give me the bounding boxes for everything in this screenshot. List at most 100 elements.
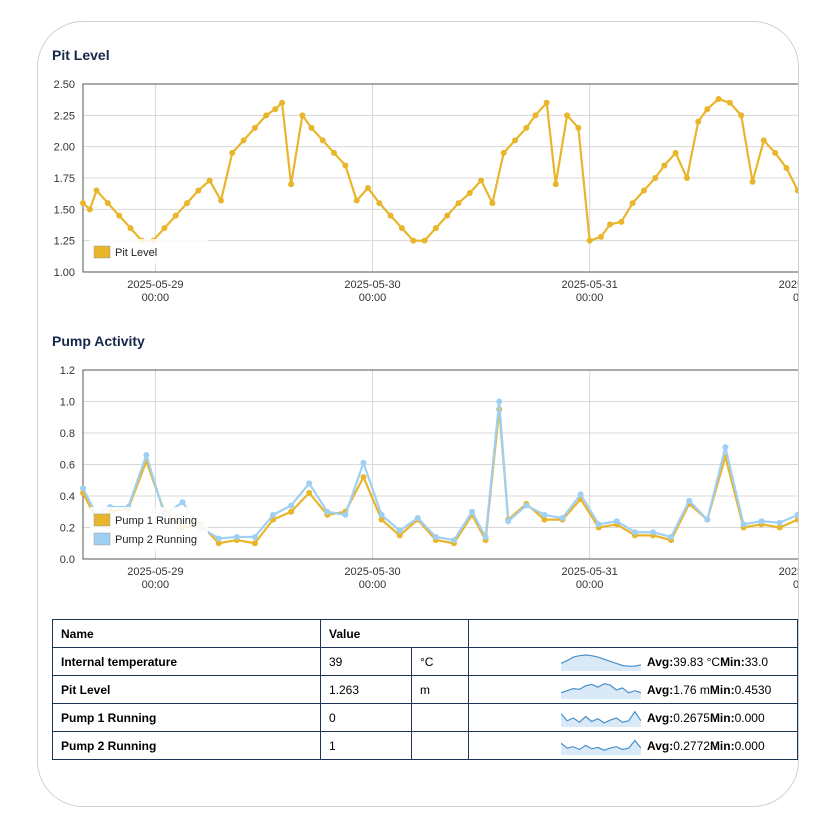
data-point[interactable] xyxy=(776,519,783,526)
data-point[interactable] xyxy=(378,511,385,518)
data-point[interactable] xyxy=(672,149,679,156)
data-point[interactable] xyxy=(466,190,473,197)
data-point[interactable] xyxy=(586,237,593,244)
data-point[interactable] xyxy=(541,516,548,523)
data-point[interactable] xyxy=(597,233,604,240)
data-point[interactable] xyxy=(93,187,100,194)
data-point[interactable] xyxy=(324,508,331,515)
data-point[interactable] xyxy=(104,200,111,207)
data-point[interactable] xyxy=(396,527,403,534)
data-point[interactable] xyxy=(251,533,258,540)
data-point[interactable] xyxy=(552,181,559,188)
data-point[interactable] xyxy=(523,502,530,509)
data-point[interactable] xyxy=(432,533,439,540)
data-point[interactable] xyxy=(179,499,186,506)
data-point[interactable] xyxy=(559,515,566,522)
data-point[interactable] xyxy=(233,533,240,540)
data-point[interactable] xyxy=(398,225,405,232)
data-point[interactable] xyxy=(722,444,729,451)
data-point[interactable] xyxy=(695,118,702,125)
data-point[interactable] xyxy=(455,200,462,207)
data-point[interactable] xyxy=(505,518,512,525)
data-point[interactable] xyxy=(489,200,496,207)
data-point[interactable] xyxy=(215,540,222,547)
data-point[interactable] xyxy=(410,237,417,244)
data-point[interactable] xyxy=(365,185,371,192)
data-point[interactable] xyxy=(215,535,222,542)
data-point[interactable] xyxy=(86,206,93,213)
data-point[interactable] xyxy=(342,511,349,518)
data-point[interactable] xyxy=(668,533,675,540)
data-point[interactable] xyxy=(414,515,421,522)
data-point[interactable] xyxy=(683,175,690,181)
data-point[interactable] xyxy=(794,511,799,518)
data-point[interactable] xyxy=(288,181,295,188)
data-point[interactable] xyxy=(308,124,315,131)
table-row[interactable]: Pump 2 Running 1 Avg: 0.2772 Min: 0.000 xyxy=(52,731,798,760)
data-point[interactable] xyxy=(783,164,790,171)
data-point[interactable] xyxy=(482,533,489,540)
data-point[interactable] xyxy=(686,497,693,504)
data-point[interactable] xyxy=(726,99,733,106)
data-point[interactable] xyxy=(652,175,659,181)
data-point[interactable] xyxy=(541,511,548,518)
data-point[interactable] xyxy=(776,524,783,531)
data-point[interactable] xyxy=(206,177,213,184)
data-point[interactable] xyxy=(749,178,756,185)
data-point[interactable] xyxy=(396,532,403,539)
table-row[interactable]: Pump 1 Running 0 Avg: 0.2675 Min: 0.000 xyxy=(52,703,798,732)
data-point[interactable] xyxy=(715,96,722,103)
data-point[interactable] xyxy=(469,508,476,515)
data-point[interactable] xyxy=(251,540,258,547)
data-point[interactable] xyxy=(127,225,134,232)
data-point[interactable] xyxy=(240,137,247,144)
data-point[interactable] xyxy=(299,112,306,119)
data-point[interactable] xyxy=(607,221,614,228)
data-point[interactable] xyxy=(450,537,457,544)
data-point[interactable] xyxy=(478,177,485,184)
data-point[interactable] xyxy=(629,200,636,207)
data-point[interactable] xyxy=(575,124,582,131)
data-point[interactable] xyxy=(631,529,638,536)
data-point[interactable] xyxy=(387,212,394,219)
data-point[interactable] xyxy=(161,225,168,232)
data-point[interactable] xyxy=(353,197,360,204)
data-point[interactable] xyxy=(772,149,779,156)
data-point[interactable] xyxy=(523,124,530,131)
data-point[interactable] xyxy=(195,187,202,194)
data-point[interactable] xyxy=(272,106,279,113)
data-point[interactable] xyxy=(306,489,313,496)
data-point[interactable] xyxy=(360,459,367,466)
data-point[interactable] xyxy=(184,200,191,207)
data-point[interactable] xyxy=(496,398,503,405)
data-point[interactable] xyxy=(331,149,338,156)
data-point[interactable] xyxy=(80,485,86,492)
data-point[interactable] xyxy=(444,212,451,219)
data-point[interactable] xyxy=(760,137,767,144)
data-point[interactable] xyxy=(794,187,799,194)
data-point[interactable] xyxy=(251,124,258,131)
data-point[interactable] xyxy=(595,521,602,528)
data-point[interactable] xyxy=(217,197,224,204)
data-point[interactable] xyxy=(279,99,286,106)
data-point[interactable] xyxy=(172,212,179,219)
data-point[interactable] xyxy=(288,502,295,509)
data-point[interactable] xyxy=(376,200,383,207)
data-point[interactable] xyxy=(650,529,656,536)
data-point[interactable] xyxy=(263,112,270,119)
data-point[interactable] xyxy=(640,187,647,194)
data-point[interactable] xyxy=(342,162,349,169)
data-point[interactable] xyxy=(319,137,326,144)
data-point[interactable] xyxy=(512,137,519,144)
table-row[interactable]: Internal temperature 39 °C Avg: 39.83 °C… xyxy=(52,647,798,676)
data-point[interactable] xyxy=(704,106,711,113)
data-point[interactable] xyxy=(532,112,539,119)
data-point[interactable] xyxy=(432,225,439,232)
data-point[interactable] xyxy=(661,162,668,169)
data-point[interactable] xyxy=(116,212,123,219)
data-point[interactable] xyxy=(618,218,625,225)
data-point[interactable] xyxy=(270,511,276,518)
data-point[interactable] xyxy=(143,452,150,459)
data-point[interactable] xyxy=(740,521,747,528)
data-point[interactable] xyxy=(794,516,799,523)
